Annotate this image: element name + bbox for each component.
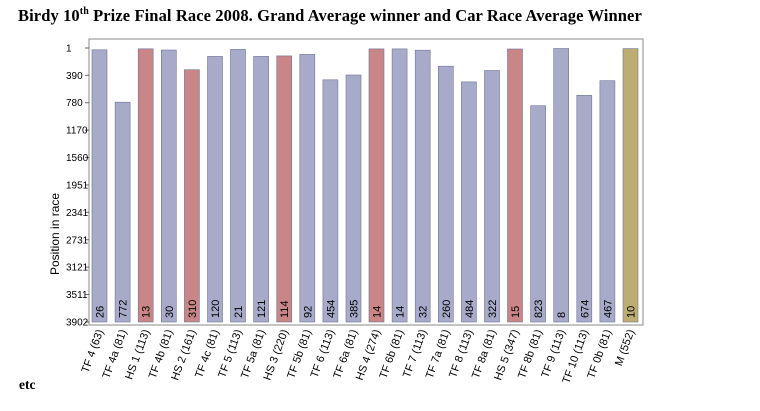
bar — [322, 79, 339, 323]
bar-value-label: 21 — [233, 306, 245, 318]
bar — [599, 80, 616, 323]
value-labels: 26 772 13 30 310 120 21 121 114 92 454 385 14 14 32 260… — [95, 300, 638, 318]
bar-value-label: 15 — [510, 306, 522, 318]
bar-value-label: 30 — [164, 306, 176, 318]
y-tick-label: 2731 — [66, 235, 89, 246]
bar-value-label: 14 — [372, 306, 384, 318]
bar-value-label: 114 — [279, 300, 291, 318]
bar-value-label: 92 — [302, 306, 314, 318]
y-tick-label: 3511 — [66, 290, 88, 301]
bar-value-label: 26 — [95, 306, 107, 318]
y-tick-label: 1 — [66, 44, 72, 55]
y-tick-label: 390 — [66, 71, 83, 82]
bar — [91, 49, 108, 323]
bar-value-label: 454 — [325, 300, 337, 318]
bar — [622, 48, 639, 323]
bar-value-label: 484 — [464, 300, 476, 318]
bar-value-label: 121 — [256, 300, 268, 318]
bar — [137, 48, 154, 323]
y-axis-label: Position in race — [48, 193, 62, 275]
footer-note: etc — [19, 377, 36, 392]
category-labels: TF 4 (63)TF 4a (81)HS 1 (113)TF 4b (81)H… — [80, 328, 638, 385]
y-axis-ticks: 1 390 780 1170 1560 1951 2341 2731 3121 3511 3902 — [66, 44, 89, 329]
bar — [391, 48, 408, 323]
bar — [484, 70, 500, 323]
bar-value-label: 8 — [556, 312, 568, 318]
bar — [368, 48, 385, 323]
y-tick-label: 1560 — [66, 153, 89, 164]
bar-value-label: 322 — [487, 300, 499, 318]
bar — [345, 74, 362, 323]
chart-title: Birdy 10th Prize Final Race 2008. Grand … — [18, 6, 642, 25]
y-tick-label: 2341 — [66, 208, 89, 219]
bar-value-label: 385 — [349, 300, 361, 318]
y-tick-label: 1951 — [66, 180, 89, 191]
bar-value-label: 772 — [118, 300, 130, 318]
bar-value-label: 13 — [141, 306, 153, 318]
bar — [437, 65, 454, 323]
y-tick-label: 1170 — [66, 126, 88, 137]
bar — [184, 69, 200, 323]
bar — [276, 55, 293, 323]
bar — [507, 48, 523, 323]
bar — [576, 95, 593, 323]
bar-value-label: 310 — [187, 300, 199, 318]
bar — [530, 105, 546, 323]
bar — [114, 101, 131, 323]
y-tick-label: 780 — [66, 98, 83, 109]
bar-value-label: 120 — [210, 300, 222, 318]
category-label: TF 4 (63) — [80, 328, 107, 375]
bar-value-label: 823 — [533, 300, 545, 318]
y-tick-label: 3902 — [66, 318, 89, 329]
y-tick-label: 3121 — [66, 263, 89, 274]
plot-area — [88, 38, 644, 326]
bar — [161, 49, 177, 323]
bar — [553, 48, 570, 323]
bar — [207, 56, 223, 323]
bar — [461, 81, 477, 323]
bar — [253, 56, 269, 323]
category-label: M (552) — [613, 328, 637, 368]
bar — [299, 54, 316, 323]
bar-value-label: 467 — [602, 300, 614, 318]
bars — [91, 48, 639, 323]
bar-value-label: 674 — [579, 300, 591, 318]
bar-value-label: 14 — [395, 306, 407, 318]
bar — [230, 49, 246, 323]
bar-value-label: 260 — [441, 300, 453, 318]
bar-value-label: 10 — [626, 306, 638, 318]
bar — [414, 49, 431, 323]
bar-value-label: 32 — [418, 306, 430, 318]
